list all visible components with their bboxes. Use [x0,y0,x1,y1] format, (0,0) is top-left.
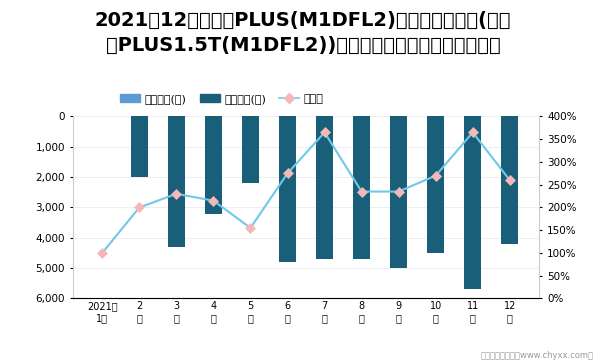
产销率 [506,178,513,182]
Bar [279,116,296,262]
Bar [242,116,259,183]
Bar [353,116,370,259]
Line: 产销率: 产销率 [99,129,513,257]
Bar [390,116,407,268]
产销率 [395,189,402,194]
产销率 [321,130,328,135]
产销率 [284,171,291,175]
Bar [131,116,148,177]
Bar [316,116,333,259]
Bar [168,116,185,247]
Bar [427,116,444,253]
Text: 制图：智研咨询（www.chyxx.com）: 制图：智研咨询（www.chyxx.com） [481,351,594,360]
产销率 [210,198,217,203]
Bar [464,116,481,289]
产销率 [247,226,254,230]
产销率 [358,189,365,194]
Bar [205,116,222,214]
Text: 2021年12月艾瑞泽PLUS(M1DFL2)旗下最畅销轿车(艾瑞
泽PLUS1.5T(M1DFL2))近一年库存情况及产销率统计图: 2021年12月艾瑞泽PLUS(M1DFL2)旗下最畅销轿车(艾瑞 泽PLUS1… [95,11,511,55]
Legend: 积压库存(辆), 清仓库存(辆), 产销率: 积压库存(辆), 清仓库存(辆), 产销率 [116,89,328,108]
Bar [501,116,518,244]
产销率 [469,130,476,135]
产销率 [99,251,106,255]
产销率 [432,173,439,178]
产销率 [173,191,180,196]
产销率 [136,205,143,210]
